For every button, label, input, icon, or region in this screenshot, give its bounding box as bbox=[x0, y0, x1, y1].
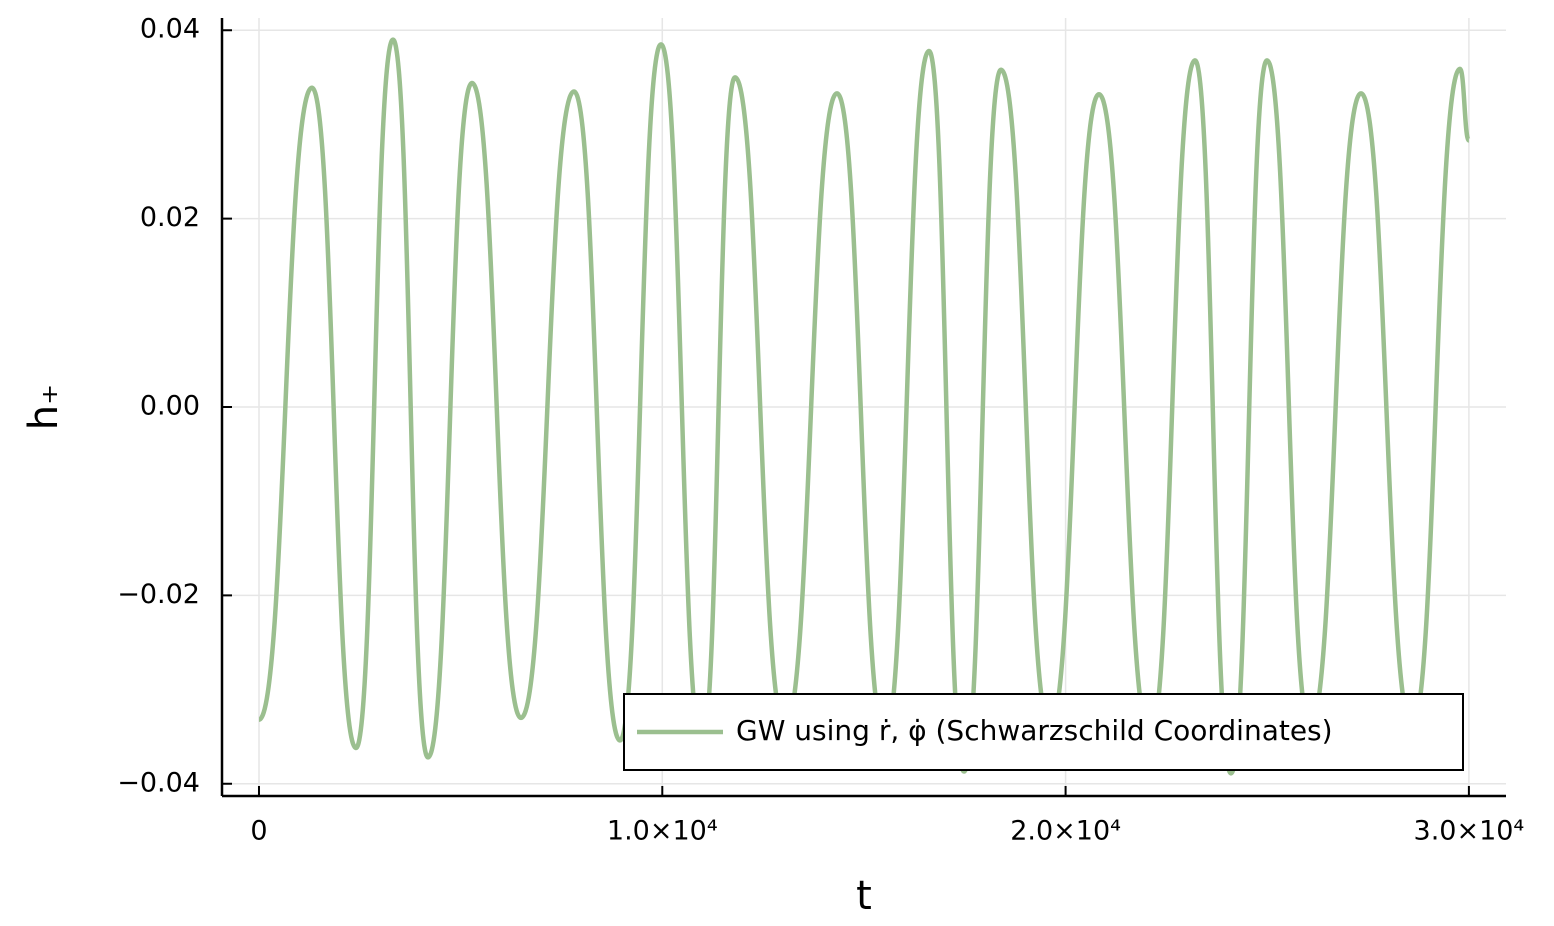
legend-box bbox=[623, 693, 1464, 771]
x-tick-label: 1.0×10⁴ bbox=[607, 816, 718, 847]
x-tick-label: 3.0×10⁴ bbox=[1414, 816, 1525, 847]
data-line bbox=[256, 37, 1472, 776]
y-tick-label: 0.04 bbox=[140, 14, 200, 45]
y-tick-label: −0.02 bbox=[117, 579, 200, 610]
y-tick-label: 0.00 bbox=[140, 391, 200, 422]
y-tick-label: 0.02 bbox=[140, 202, 200, 233]
y-tick-label: −0.04 bbox=[117, 767, 200, 798]
y-axis-label: h₊ bbox=[21, 384, 67, 430]
x-axis-label: t bbox=[856, 873, 872, 919]
x-tick-label: 2.0×10⁴ bbox=[1010, 816, 1121, 847]
x-tick-label: 0 bbox=[250, 816, 267, 847]
legend-label: GW using ṙ, φ̇ (Schwarzschild Coordinate… bbox=[736, 714, 1333, 747]
